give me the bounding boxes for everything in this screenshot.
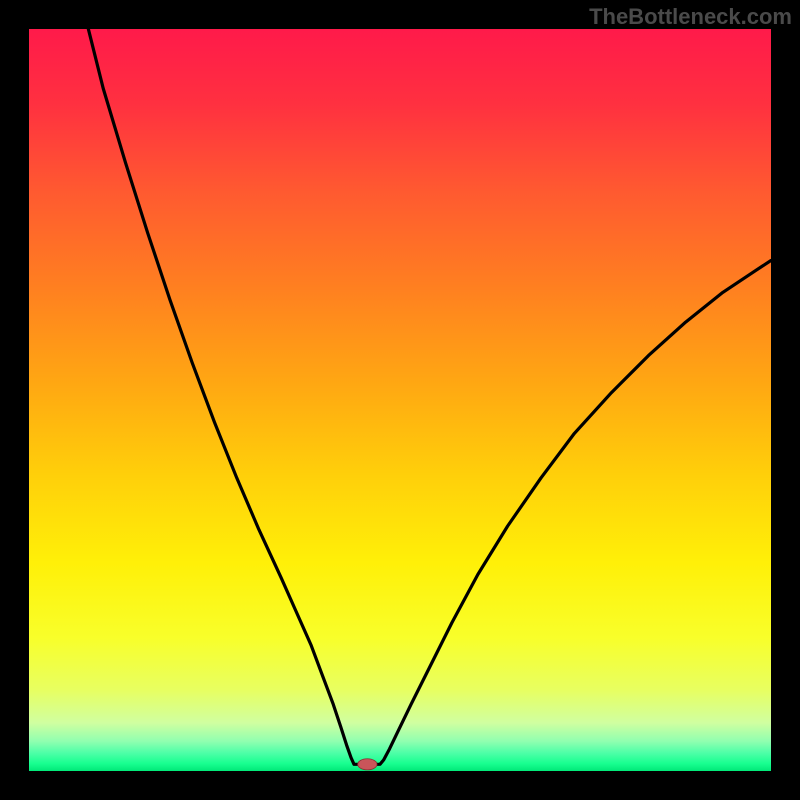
watermark-text: TheBottleneck.com	[589, 4, 792, 30]
chart-container: TheBottleneck.com	[0, 0, 800, 800]
bottleneck-curve-chart	[0, 0, 800, 800]
optimal-point-marker	[358, 759, 377, 770]
plot-gradient-background	[29, 29, 771, 771]
